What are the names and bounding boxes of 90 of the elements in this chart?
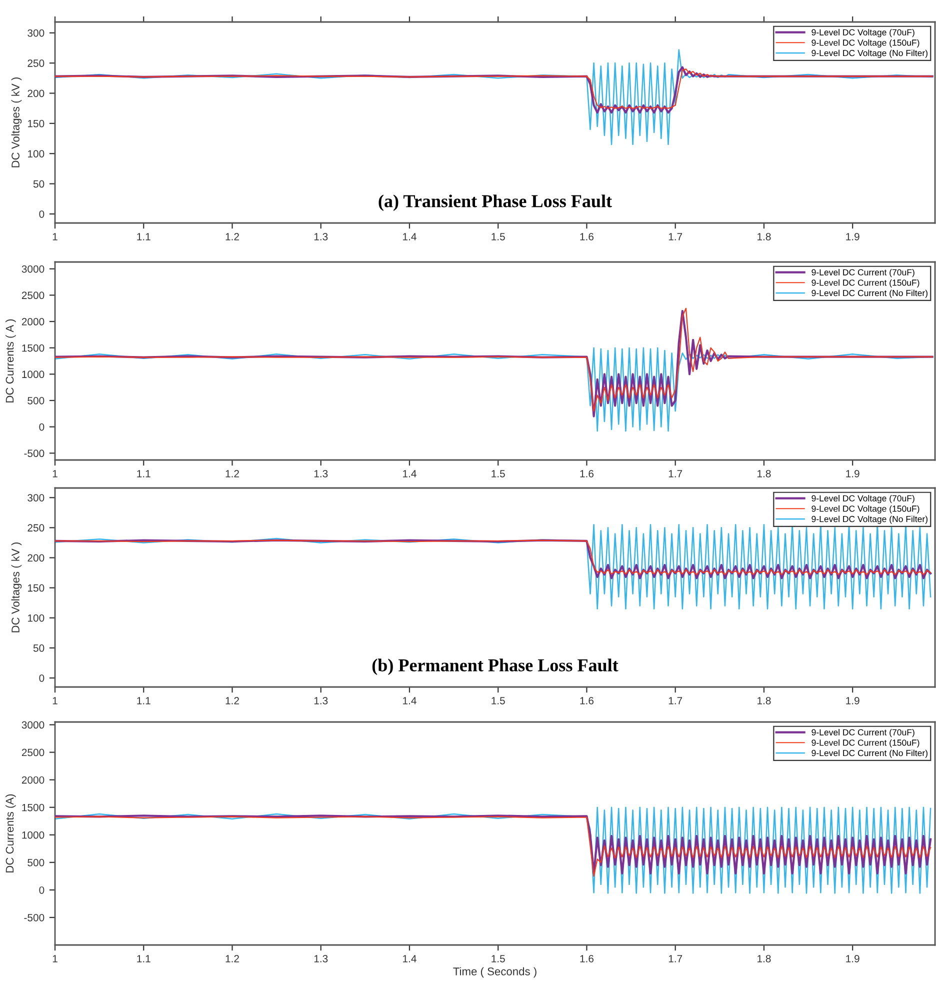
x-tick-label: 1.5 [492,697,505,704]
y-axis-title: DC Currents ( A ) [6,319,16,402]
x-tick-label: 1.3 [314,696,328,704]
y-axis-title: DC Voltages ( kV ) [11,542,22,632]
y-tick-label: 100 [28,150,44,158]
y-tick-label: 50 [33,180,44,188]
x-tick-label: 1.2 [226,470,239,478]
x-tick-label: 1.8 [758,232,771,240]
x-tick-label: 1.5 [492,955,505,962]
y-tick-label: 3000 [22,721,44,729]
y-tick-label: 2000 [22,318,44,326]
annotation: (a) Transient Phase Loss Fault [378,194,612,211]
x-tick-label: 1.3 [314,232,328,240]
x-tick-label: 1.4 [403,233,416,240]
x-tick-label: 1.6 [580,954,594,962]
x-tick-label: 1.3 [314,954,328,962]
x-tick-label: 1.8 [758,470,771,478]
y-tick-label: 250 [28,524,44,532]
y-tick-label: 2500 [22,748,44,756]
y-tick-label: 0 [39,423,44,431]
x-tick-label: 1.4 [403,470,416,478]
x-tick-label: 1.1 [137,470,150,478]
x-tick-label: 1.6 [580,696,594,704]
y-tick-label: 1500 [22,344,44,352]
legend-label: 9-Level DC Voltage (70uF) [812,29,914,38]
y-tick-label: 3000 [22,265,44,273]
x-tick-label: 1.7 [668,955,682,962]
y-tick-label: 300 [28,494,44,502]
x-tick-label: 1.5 [492,233,505,240]
x-tick-label: 1 [52,955,58,962]
legend-label: 9-Level DC Current (No Filter) [812,290,928,298]
y-tick-label: -500 [24,914,44,922]
legend-label: 9-Level DC Current (150uF) [812,739,920,748]
x-tick-label: 1.1 [137,697,150,704]
y-tick-label: 0 [39,674,44,682]
y-tick-label: 100 [28,614,44,622]
y-tick-label: 500 [28,396,44,404]
legend-label: 9-Level DC Current (No Filter) [812,750,928,758]
x-tick-label: 1.1 [137,233,150,240]
legend-label: 9-Level DC Voltage (150uF) [812,505,920,514]
y-tick-label: 500 [28,858,44,866]
x-tick-label: 1 [52,470,58,478]
x-tick-label: 1.3 [314,470,328,478]
y-tick-label: 2500 [22,292,44,300]
y-tick-label: 50 [33,644,44,652]
x-tick-label: 1.8 [758,954,771,962]
annotation: (b) Permanent Phase Loss Fault [372,658,618,676]
legend-label: 9-Level DC Current (70uF) [812,269,914,278]
x-tick-label: 1.4 [403,697,416,704]
y-tick-label: 1000 [22,370,44,378]
x-tick-label: 1.2 [226,232,239,240]
x-tick-label: 1.4 [403,955,416,962]
x-tick-label: 1 [52,233,58,240]
legend-label: 9-Level DC Voltage (150uF) [812,39,920,48]
line-series [55,524,932,610]
legend-label: 9-Level DC Current (70uF) [812,729,914,738]
y-tick-label: 0 [39,210,44,218]
y-tick-label: 150 [28,120,44,128]
y-tick-label: 200 [28,554,44,562]
y-axis-title: DC Currents (A) [6,794,16,872]
y-tick-label: 200 [28,90,44,98]
x-tick-label: 1.6 [580,470,594,478]
x-tick-label: 1 [52,697,58,704]
x-tick-label: 1.6 [580,232,594,240]
y-tick-label: 0 [39,886,44,894]
x-tick-label: 1.1 [137,955,150,962]
x-tick-label: 1.9 [846,232,860,240]
y-tick-label: 2000 [22,776,44,784]
x-tick-label: 1.7 [668,233,682,240]
x-tick-label: 1.8 [758,696,771,704]
x-tick-label: 1.9 [846,954,860,962]
x-tick-label: 1.7 [668,697,682,704]
y-tick-label: 1500 [22,804,44,812]
y-tick-label: 150 [28,584,44,592]
x-tick-label: 1.5 [492,470,505,478]
x-tick-label: 1.2 [226,696,239,704]
legend-label: 9-Level DC Voltage (No Filter) [812,516,928,524]
x-tick-label: 1.9 [846,696,860,704]
x-axis-title: Time ( Seconds ) [453,967,536,978]
y-tick-label: 250 [28,60,44,67]
y-tick-label: -500 [24,450,44,458]
x-tick-label: 1.2 [226,954,239,962]
x-tick-label: 1.9 [846,470,860,478]
legend-label: 9-Level DC Current (150uF) [812,279,920,288]
y-tick-label: 1000 [22,831,44,839]
y-tick-label: 300 [28,29,44,37]
legend-label: 9-Level DC Voltage (No Filter) [812,50,928,58]
y-axis-title: DC Voltages ( kV ) [11,77,22,168]
x-tick-label: 1.7 [668,470,682,478]
legend-label: 9-Level DC Voltage (70uF) [812,495,914,504]
